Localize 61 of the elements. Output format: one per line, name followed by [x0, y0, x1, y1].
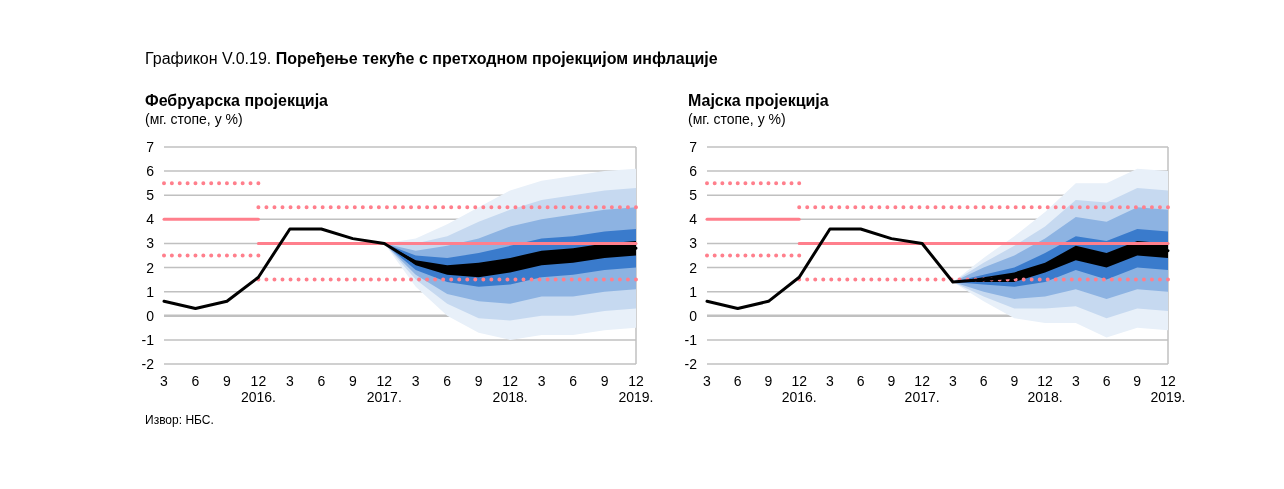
- y-tick-label: 0: [689, 307, 698, 324]
- x-tick-label: 12 2017.: [904, 373, 940, 405]
- x-tick-label: 6: [569, 373, 578, 389]
- y-tick-label: -2: [684, 356, 698, 372]
- x-tick-label: 6: [317, 373, 326, 389]
- x-tick-label: 9: [1133, 373, 1142, 389]
- x-tick-label: 6: [191, 373, 200, 389]
- x-tick-label: 9: [764, 373, 773, 389]
- y-tick-label: -1: [684, 331, 698, 348]
- x-tick-label: 12 2017.: [366, 373, 402, 405]
- text: Поређење текуће с претходном пројекцијом инфлације: [271, 50, 718, 67]
- y-tick-label: 4: [689, 211, 698, 228]
- y-tick-label: 2: [689, 259, 698, 276]
- x-tick-label: 12 2019.: [1150, 373, 1186, 405]
- x-tick-label: 3: [285, 373, 294, 389]
- text: Извор: НБС.: [145, 413, 214, 427]
- x-tick-label: 3: [537, 373, 546, 389]
- y-tick-label: 7: [146, 139, 155, 155]
- x-tick-label: 9: [600, 373, 609, 389]
- x-tick-label: 6: [733, 373, 742, 389]
- y-tick-label: 5: [146, 187, 155, 204]
- x-tick-label: 9: [223, 373, 232, 389]
- x-tick-label: 6: [979, 373, 988, 389]
- chart-title: Фебруарска пројекција: [145, 92, 329, 109]
- x-tick-label: 6: [443, 373, 452, 389]
- y-tick-label: 3: [146, 235, 155, 252]
- y-tick-label: 6: [689, 163, 698, 180]
- x-tick-label: 12 2016.: [781, 373, 817, 405]
- y-tick-label: -1: [141, 331, 155, 348]
- y-tick-label: 7: [689, 139, 698, 155]
- y-tick-label: 0: [146, 307, 155, 324]
- x-tick-label: 12 2016.: [240, 373, 276, 405]
- y-tick-label: 1: [146, 283, 155, 300]
- x-tick-label: 3: [411, 373, 420, 389]
- text: Графикон V.0.19.: [145, 50, 272, 67]
- y-tick-label: -2: [141, 356, 155, 372]
- x-tick-label: 6: [856, 373, 865, 389]
- x-tick-label: 12 2018.: [492, 373, 528, 405]
- x-tick-label: 3: [826, 373, 835, 389]
- x-tick-label: 12 2019.: [618, 373, 654, 405]
- y-axis-title: (мг. стопе, у %): [145, 111, 243, 127]
- x-tick-label: 3: [160, 373, 169, 389]
- x-tick-label: 9: [348, 373, 357, 389]
- x-tick-label: 3: [948, 373, 957, 389]
- y-tick-label: 6: [146, 163, 155, 180]
- y-tick-label: 2: [146, 259, 155, 276]
- x-tick-label: 9: [887, 373, 896, 389]
- x-tick-label: 6: [1102, 373, 1111, 389]
- line-series: [705, 227, 1170, 311]
- y-tick-label: 5: [689, 187, 698, 204]
- y-tick-label: 4: [146, 211, 155, 228]
- y-tick-label: 1: [689, 283, 698, 300]
- line-series: [162, 227, 638, 311]
- chart-title: Мајска пројекција: [688, 92, 829, 109]
- y-tick-label: 3: [689, 235, 698, 252]
- x-tick-label: 9: [1010, 373, 1019, 389]
- x-tick-label: 9: [474, 373, 483, 389]
- x-tick-label: 12 2018.: [1027, 373, 1063, 405]
- x-tick-label: 3: [703, 373, 712, 389]
- y-axis-title: (мг. стопе, у %): [688, 111, 786, 127]
- x-tick-label: 3: [1071, 373, 1080, 389]
